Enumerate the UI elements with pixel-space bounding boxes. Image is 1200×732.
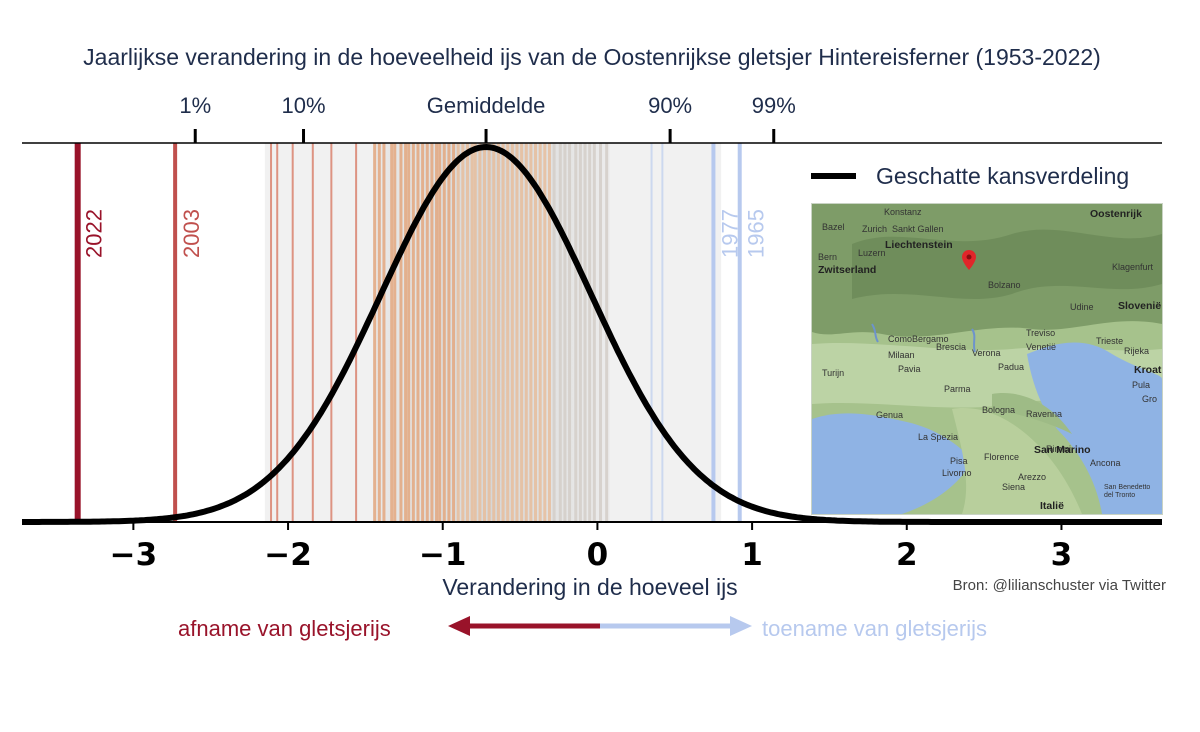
map-label-bologna: Bologna xyxy=(982,405,1016,415)
map-label-siena: Siena xyxy=(1002,482,1026,492)
map-label-san-marino: San Marino xyxy=(1034,444,1091,456)
legend-label: Geschatte kansverdeling xyxy=(876,163,1129,189)
x-axis-label: Verandering in de hoeveel ijs xyxy=(442,574,738,600)
map-label-zurich: Zurich xyxy=(862,224,888,234)
map-label-rijeka: Rijeka xyxy=(1124,346,1150,356)
map-label-padua: Padua xyxy=(998,362,1025,372)
map-label-la-spezia: La Spezia xyxy=(918,432,959,442)
percentile-label: 90% xyxy=(648,93,692,118)
map-label-livorno: Livorno xyxy=(942,468,972,478)
map-label-oostenrijk: Oostenrijk xyxy=(1090,208,1142,220)
map-label-brescia: Brescia xyxy=(936,342,967,352)
map-label-milaan: Milaan xyxy=(888,350,915,360)
x-tick-label: 1 xyxy=(741,537,763,573)
map-label-bazel: Bazel xyxy=(822,222,845,232)
location-pin-icon xyxy=(962,250,976,270)
direction-arrow xyxy=(448,616,752,636)
map-label-konstanz: Konstanz xyxy=(884,207,922,217)
map-label-rimini: Rimini xyxy=(1046,444,1072,454)
map-label-treviso: Treviso xyxy=(1026,328,1056,338)
source-credit: Bron: @lilianschuster via Twitter xyxy=(952,577,1166,594)
x-tick-label: −3 xyxy=(110,537,158,573)
percentile-label: 10% xyxy=(281,93,325,118)
map-label-verona: Verona xyxy=(972,348,1001,358)
year-label-1965: 1965 xyxy=(744,209,769,258)
right-arrow-icon xyxy=(730,616,752,636)
map-label-liechtenstein: Liechtenstein xyxy=(885,239,953,251)
probability-curve xyxy=(21,144,1163,525)
map-label-klagenfurt: Klagenfurt xyxy=(1112,262,1154,272)
map-label-florence: Florence xyxy=(984,452,1020,462)
map-label-genua: Genua xyxy=(876,410,904,420)
map-label-como: Como xyxy=(888,334,913,344)
map-label-bergamo: Bergamo xyxy=(912,334,949,344)
increase-label: toename van gletsjerijs xyxy=(762,616,988,641)
map-terrain xyxy=(812,204,1162,514)
percentile-label: 1% xyxy=(179,93,211,118)
map-label-slovenie: Slovenië xyxy=(1118,300,1162,312)
percentile-label: Gemiddelde xyxy=(427,93,546,118)
map-label-ravenna: Ravenna xyxy=(1026,409,1063,419)
direction-arrows: afname van gletsjerijs toename van glets… xyxy=(0,612,1200,642)
decrease-label: afname van gletsjerijs xyxy=(178,616,391,641)
percentile-label: 99% xyxy=(752,93,796,118)
map-label-ancona: Ancona xyxy=(1090,458,1121,468)
map-label-pavia: Pavia xyxy=(898,364,921,374)
x-tick-label: 0 xyxy=(587,537,609,573)
map-label-sankt-gallen: Sankt Gallen xyxy=(892,224,944,234)
map-label-turijn: Turijn xyxy=(822,368,845,378)
map-label-venetie: Venetië xyxy=(1026,342,1057,352)
year-label-2022: 2022 xyxy=(82,209,107,258)
x-tick-label: −1 xyxy=(419,537,467,573)
year-label-1977: 1977 xyxy=(717,209,742,258)
map-label-luzern: Luzern xyxy=(858,248,886,258)
map-label-bern: Bern xyxy=(818,252,838,262)
map-label-bolzano: Bolzano xyxy=(988,280,1021,290)
map-label-kroatie: Kroatië xyxy=(1134,364,1162,376)
x-tick-label: 2 xyxy=(896,537,918,573)
x-tick-label: 3 xyxy=(1051,537,1073,573)
map-label-pula: Pula xyxy=(1132,380,1151,390)
map-label-italie: Italië xyxy=(1040,500,1064,512)
map-label-trieste: Trieste xyxy=(1096,336,1124,346)
x-tick-label: −2 xyxy=(264,537,312,573)
map-label-san-benedetto: San Benedetto del Tronto xyxy=(1104,484,1151,499)
year-label-2003: 2003 xyxy=(179,209,204,258)
map-label-udine: Udine xyxy=(1070,302,1094,312)
map-label-zwitserland: Zwitserland xyxy=(818,264,877,276)
map-label-pisa: Pisa xyxy=(950,456,968,466)
chart-title: Jaarlijkse verandering in de hoeveelheid… xyxy=(83,44,1101,70)
map-label-arezzo: Arezzo xyxy=(1018,472,1047,482)
left-arrow-icon xyxy=(448,616,470,636)
map-label-gro: Gro xyxy=(1142,394,1158,404)
map-label-parma: Parma xyxy=(944,384,971,394)
location-map: Konstanz Oostenrijk Zurich Sankt Gallen … xyxy=(811,203,1163,515)
